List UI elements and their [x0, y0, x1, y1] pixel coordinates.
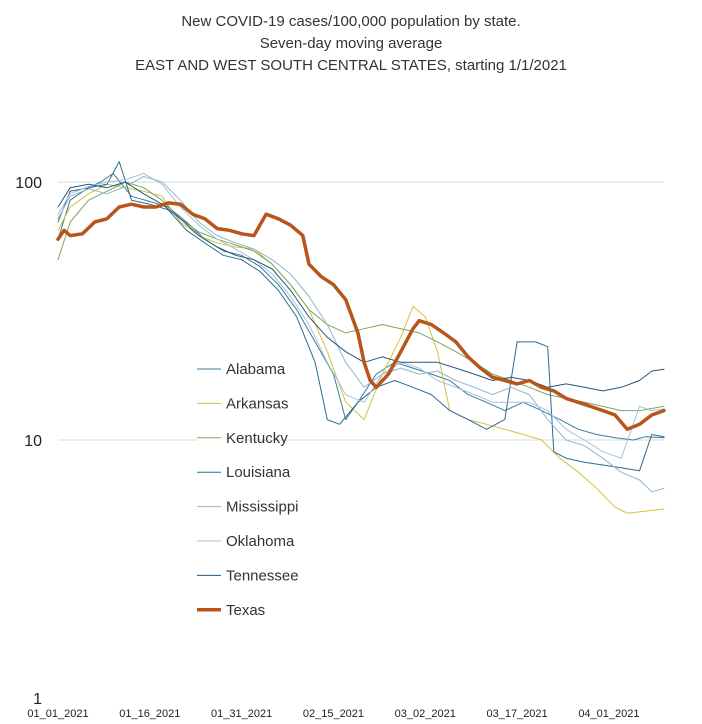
- legend-label-arkansas: Arkansas: [226, 395, 289, 412]
- chart-title-line-2: EAST AND WEST SOUTH CENTRAL STATES, star…: [135, 57, 567, 74]
- legend-bg: [198, 401, 238, 420]
- x-tick-label: 04_01_2021: [578, 708, 639, 720]
- series-line-arkansas: [57, 183, 665, 514]
- series-line-alabama: [57, 172, 665, 441]
- chart-title-line-1: Seven-day moving average: [260, 35, 443, 52]
- legend-bg: [198, 367, 238, 385]
- legend-bg: [198, 435, 238, 454]
- legend-label-texas: Texas: [226, 602, 265, 619]
- legend-bg: [198, 607, 238, 626]
- legend-label-alabama: Alabama: [226, 361, 286, 378]
- legend-label-louisiana: Louisiana: [226, 464, 291, 481]
- y-tick-label: 100: [15, 175, 42, 192]
- legend-label-tennessee: Tennessee: [226, 567, 299, 584]
- y-tick-label: 10: [24, 433, 42, 450]
- x-tick-label: 01_01_2021: [27, 708, 88, 720]
- legend-label-oklahoma: Oklahoma: [226, 533, 295, 550]
- series-line-louisiana: [57, 161, 665, 472]
- x-tick-label: 03_17_2021: [486, 708, 547, 720]
- series-line-kentucky: [57, 181, 665, 412]
- legend-bg: [198, 573, 238, 592]
- chart-title-line-0: New COVID-19 cases/100,000 population by…: [181, 13, 520, 30]
- x-tick-label: 02_15_2021: [303, 708, 364, 720]
- series-line-texas: [56, 201, 666, 432]
- series-line-oklahoma: [57, 172, 665, 459]
- legend-label-kentucky: Kentucky: [226, 430, 288, 447]
- legend: Alabama Arkansas Kentucky Louisiana Mississi…: [197, 361, 299, 626]
- y-axis-ticks: 100 10 1: [15, 175, 42, 708]
- y-tick-label: 1: [33, 691, 42, 708]
- series-line-tennessee: [57, 181, 665, 392]
- legend-label-mississippi: Mississippi: [226, 499, 299, 516]
- x-tick-label: 03_02_2021: [395, 708, 456, 720]
- series-lines: [56, 161, 666, 514]
- legend-bg: [198, 504, 238, 523]
- x-axis-ticks: 01_01_2021 01_16_2021 01_31_2021 02_15_2021…: [27, 708, 639, 720]
- x-tick-label: 01_31_2021: [211, 708, 272, 720]
- x-tick-label: 01_16_2021: [119, 708, 180, 720]
- legend-bg: [198, 539, 238, 557]
- chart-title: New COVID-19 cases/100,000 population by…: [135, 13, 567, 74]
- series-line-mississippi: [57, 176, 665, 493]
- legend-bg: [198, 470, 238, 489]
